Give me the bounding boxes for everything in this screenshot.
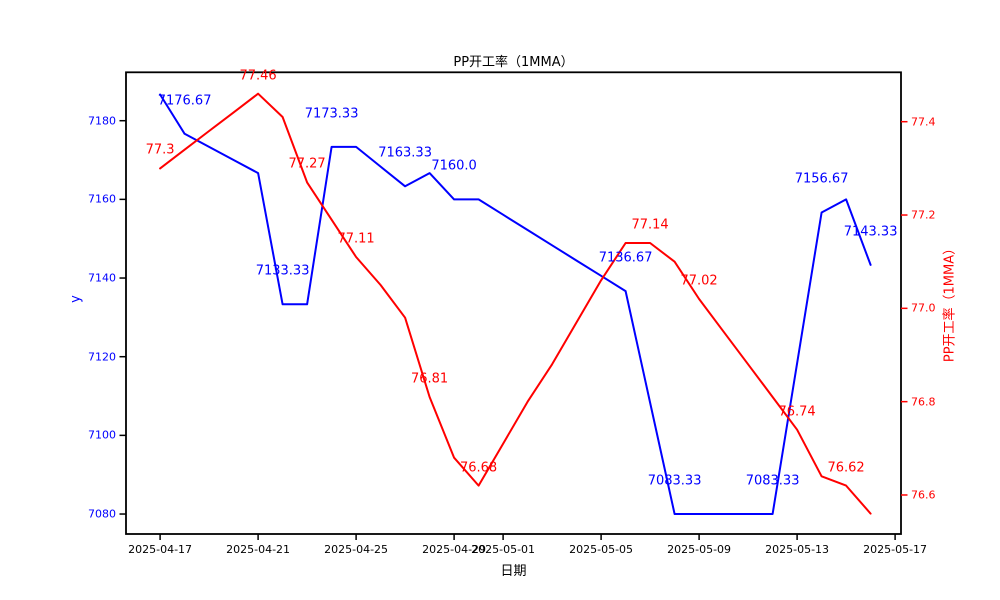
chart-title: PP开工率（1MMA） [453, 55, 574, 70]
right-tick-label: 77.0 [911, 301, 936, 315]
right-tick-label: 77.2 [911, 208, 936, 222]
data-point-label: 77.46 [239, 68, 277, 84]
x-tick-label: 2025-05-09 [667, 543, 732, 556]
data-point-label: 7156.67 [794, 171, 849, 187]
data-point-label: 77.3 [145, 142, 175, 158]
data-point-label: 7163.33 [378, 145, 432, 161]
right-series-line [159, 92, 872, 515]
left-tick-label: 7160 [88, 192, 116, 206]
data-point-label: 77.11 [337, 231, 375, 247]
data-point-label: 7136.67 [598, 250, 653, 266]
x-tick-label: 2025-04-25 [324, 543, 389, 556]
right-tick-label: 76.8 [911, 395, 936, 409]
x-tick-label: 2025-05-17 [863, 543, 928, 556]
data-point-label: 7160.0 [431, 158, 477, 174]
x-tick-label: 2025-04-29 [422, 543, 487, 556]
x-tick-label: 2025-05-01 [471, 543, 536, 556]
data-point-label: 77.27 [288, 156, 326, 172]
left-tick-label: 7120 [88, 350, 116, 364]
left-tick-label: 7100 [88, 428, 116, 442]
left-y-axis-title: y [68, 295, 84, 303]
data-point-label: 76.74 [778, 404, 816, 420]
x-tick-label: 2025-04-17 [128, 543, 193, 556]
data-point-label: 76.62 [827, 460, 865, 476]
x-axis-title: 日期 [500, 564, 527, 579]
right-y-axis-title: PP开工率（1MMA） [942, 241, 958, 363]
right-tick-label: 77.4 [911, 115, 936, 129]
left-tick-label: 7140 [88, 271, 116, 285]
left-series-line [159, 93, 872, 515]
data-point-label: 77.02 [680, 273, 718, 289]
data-point-label: 7133.33 [255, 263, 310, 279]
data-point-label: 7083.33 [647, 473, 702, 489]
data-point-label: 7143.33 [843, 224, 898, 240]
x-tick-label: 2025-04-21 [226, 543, 291, 556]
data-point-label: 77.14 [631, 217, 669, 233]
left-tick-label: 7080 [88, 507, 116, 521]
x-tick-label: 2025-05-13 [765, 543, 830, 556]
data-point-label: 7083.33 [745, 473, 800, 489]
data-point-label: 76.81 [410, 371, 449, 387]
x-tick-label: 2025-05-05 [569, 543, 634, 556]
data-point-label: 7176.67 [157, 93, 212, 109]
data-point-label: 76.68 [459, 460, 498, 476]
data-point-label: 7173.33 [304, 106, 359, 122]
left-tick-label: 7180 [88, 114, 116, 128]
right-tick-label: 76.6 [911, 488, 936, 502]
plot-spine [125, 71, 902, 535]
